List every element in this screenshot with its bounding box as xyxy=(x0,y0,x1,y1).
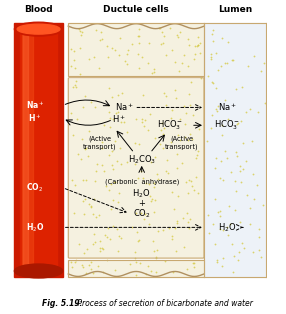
Bar xyxy=(204,23,267,277)
Text: Lumen: Lumen xyxy=(219,5,253,14)
Text: Ductule cells: Ductule cells xyxy=(103,5,169,14)
Bar xyxy=(23,29,28,271)
Text: HCO$_3^-$: HCO$_3^-$ xyxy=(214,118,240,132)
Text: CO$_2$: CO$_2$ xyxy=(26,181,43,194)
Text: Na$^+$: Na$^+$ xyxy=(25,100,44,111)
Text: +: + xyxy=(138,199,145,208)
Text: (Active
transport): (Active transport) xyxy=(83,136,117,150)
Text: Na$^+$: Na$^+$ xyxy=(114,102,134,113)
Text: Process of secretion of bicarbonate and water: Process of secretion of bicarbonate and … xyxy=(75,299,253,308)
Bar xyxy=(68,79,204,257)
Text: CO$_2$: CO$_2$ xyxy=(133,207,150,220)
Text: H$^+$: H$^+$ xyxy=(112,113,126,125)
Text: H$^+$: H$^+$ xyxy=(28,112,41,124)
Bar xyxy=(22,27,33,273)
Bar xyxy=(68,23,204,76)
Text: Fig. 5.19:: Fig. 5.19: xyxy=(42,299,83,308)
Text: (Active
transport): (Active transport) xyxy=(165,136,198,150)
Text: H$_2$O: H$_2$O xyxy=(132,187,151,200)
Ellipse shape xyxy=(14,264,63,278)
Bar xyxy=(20,25,57,275)
Text: H$_2$CO$_3$: H$_2$CO$_3$ xyxy=(128,154,156,166)
Ellipse shape xyxy=(14,22,63,36)
Text: (Carbonic  anhydrase): (Carbonic anhydrase) xyxy=(104,179,179,185)
Text: HCO$_3^-$: HCO$_3^-$ xyxy=(157,118,184,132)
Text: H$_2$O: H$_2$O xyxy=(26,221,44,234)
Ellipse shape xyxy=(17,24,60,34)
Bar xyxy=(68,260,204,277)
Bar xyxy=(14,23,63,277)
Text: Na$^+$: Na$^+$ xyxy=(218,102,237,113)
Text: H$_2$O: H$_2$O xyxy=(218,221,237,234)
Text: Blood: Blood xyxy=(24,5,53,14)
